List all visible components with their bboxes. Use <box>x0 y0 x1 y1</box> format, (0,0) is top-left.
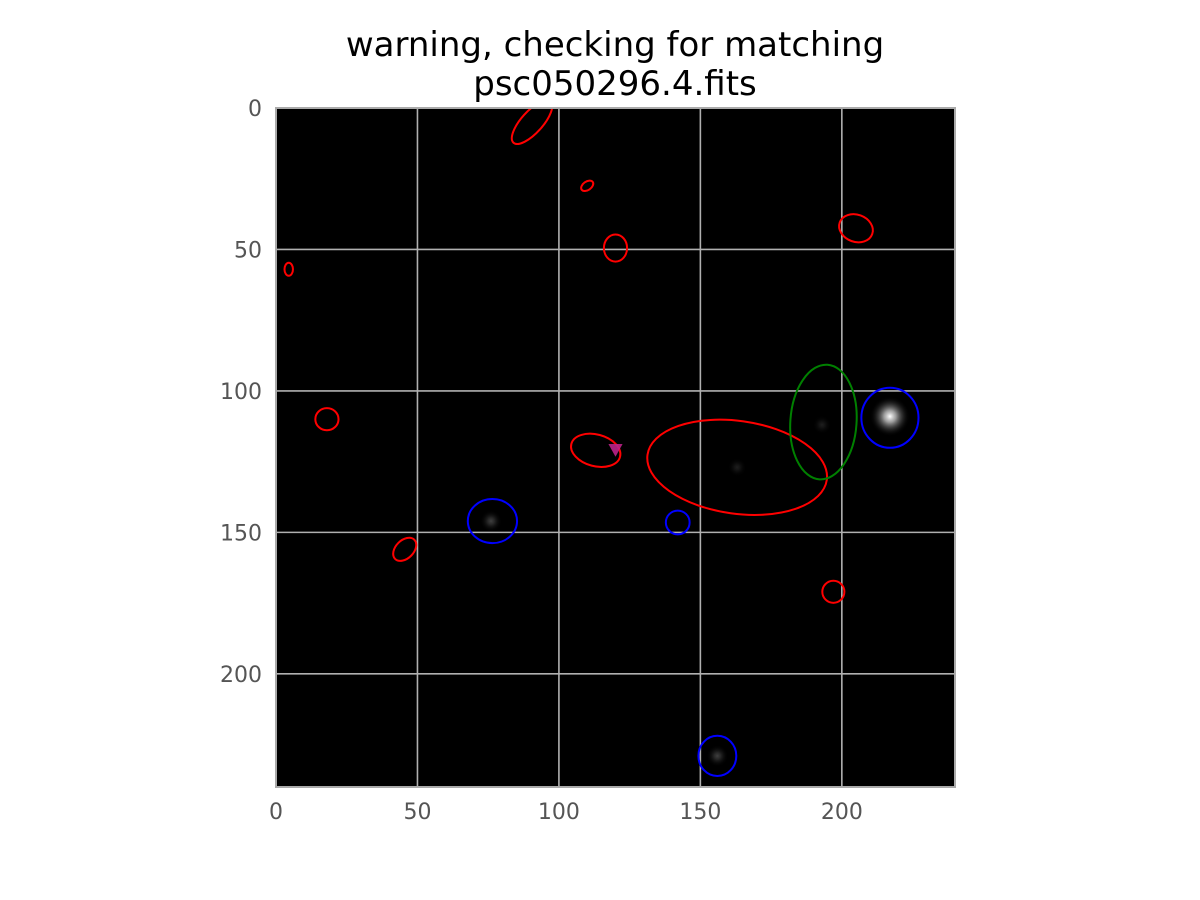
region-ellipse-3 <box>838 213 874 244</box>
chart-title-line-2: psc050296.4.fits <box>473 64 757 104</box>
star-source-2 <box>706 744 729 767</box>
region-ellipse-13 <box>664 509 691 536</box>
y-tick-label: 100 <box>220 380 262 405</box>
star-source-3 <box>727 457 747 477</box>
region-ellipse-4 <box>283 261 294 277</box>
region-ellipse-7 <box>646 418 829 516</box>
y-tick-label: 0 <box>248 97 262 122</box>
region-ellipse-1 <box>580 179 595 193</box>
x-tick-label: 50 <box>403 800 431 825</box>
x-tick-label: 150 <box>679 800 721 825</box>
plot-frame <box>275 107 956 788</box>
chart-title-line-1: warning, checking for matching <box>346 25 884 65</box>
region-ellipse-2 <box>602 233 629 263</box>
region-ellipse-11 <box>860 386 920 449</box>
markers-layer <box>608 443 623 457</box>
sources-layer <box>480 396 910 767</box>
region-ellipse-10 <box>789 363 858 481</box>
star-source-4 <box>812 415 832 435</box>
y-tick-label: 50 <box>234 238 262 263</box>
region-ellipse-6 <box>570 432 622 468</box>
region-ellipse-9 <box>821 579 846 604</box>
ticks-layer: 0 50 100 150 200 0 50 100 150 200 <box>220 97 863 825</box>
region-ellipse-0 <box>510 108 554 145</box>
star-source-1 <box>480 510 503 533</box>
star-source-0 <box>869 396 910 437</box>
region-ellipse-12 <box>466 497 519 545</box>
x-tick-label: 100 <box>538 800 580 825</box>
x-tick-label: 200 <box>821 800 863 825</box>
region-ellipse-8 <box>392 536 418 562</box>
marker-triangle-0 <box>608 443 623 457</box>
y-tick-label: 150 <box>220 521 262 546</box>
region-ellipse-14 <box>697 734 738 777</box>
regions-layer <box>283 108 920 777</box>
region-ellipse-5 <box>314 407 340 432</box>
x-tick-label: 0 <box>269 800 283 825</box>
y-tick-label: 200 <box>220 663 262 688</box>
